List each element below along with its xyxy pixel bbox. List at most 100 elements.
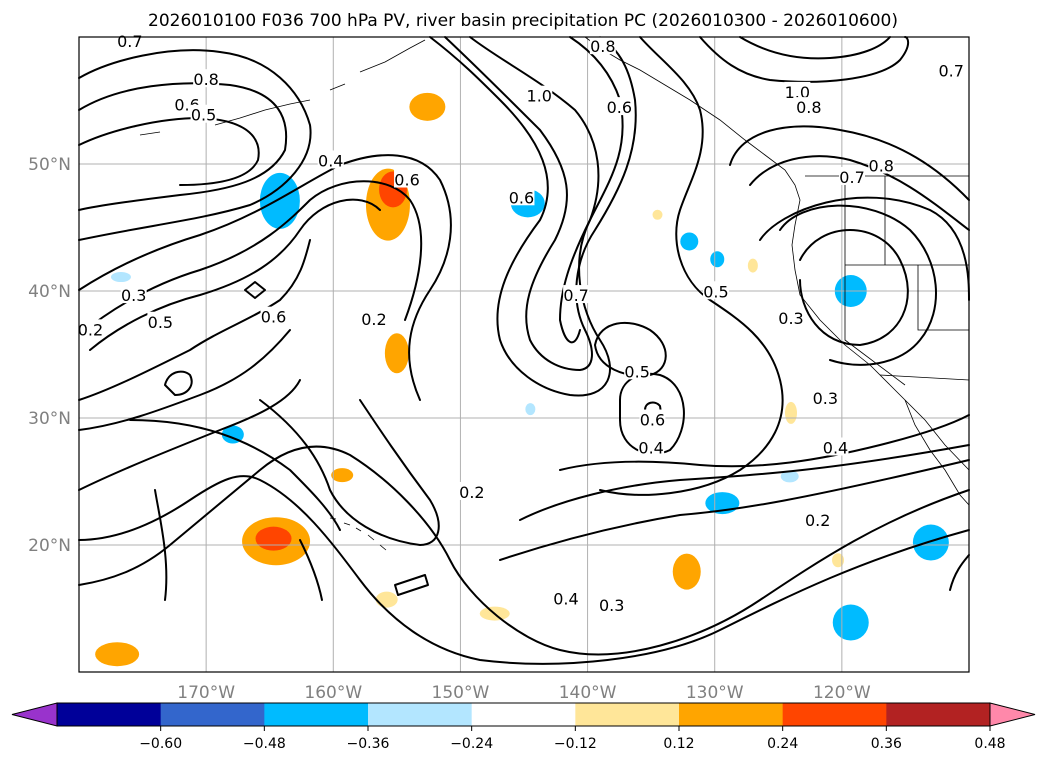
precip-patch (375, 591, 398, 608)
precip-patch (331, 468, 354, 483)
contour-line (78, 117, 260, 186)
contour-line (429, 36, 624, 397)
contour-line (259, 399, 440, 546)
lon-tick-label: 160°W (304, 683, 362, 703)
contour-label-bg (260, 306, 287, 325)
precip-patch (680, 232, 699, 251)
precip-shading (95, 92, 949, 667)
colorbar-segment (57, 703, 162, 726)
contour-label: 0.7 (563, 286, 588, 305)
contour-line (78, 329, 291, 431)
graticule (79, 37, 969, 672)
colorbar-segment (160, 703, 265, 726)
coastline-baja (904, 399, 970, 506)
colorbar-segment (264, 703, 369, 726)
precip-patch (264, 182, 289, 223)
contour-line (299, 539, 323, 601)
precip-patch (780, 470, 799, 483)
contour-label-bg (784, 81, 811, 100)
contour-line (559, 414, 970, 471)
contour-label: 0.7 (839, 168, 864, 187)
precip-patch (672, 553, 701, 590)
contour-label: 0.6 (394, 171, 419, 190)
contour-line (154, 489, 168, 601)
lon-tick-label: 150°W (432, 683, 490, 703)
contour-line (779, 204, 937, 366)
contour-label: 0.5 (624, 362, 649, 381)
colorbar-tick-label: 0.24 (767, 736, 798, 752)
precip-patch (710, 251, 725, 268)
contour-label-bg (702, 281, 729, 300)
contour-label-bg (317, 150, 344, 169)
contour-label: 0.8 (590, 37, 615, 56)
contour-label: 1.0 (527, 87, 552, 106)
contour-line (78, 49, 312, 241)
colorbar-tick-label: −0.36 (347, 736, 390, 752)
lat-tick-label: 50°N (28, 155, 71, 175)
pv-contours (78, 36, 970, 665)
contour-label-bg (778, 307, 804, 326)
axis-tick-labels: 170°W 160°W 150°W 140°W 130°W 120°W 20°N 30°N 40… (28, 155, 871, 703)
precip-patch (409, 92, 446, 121)
contour-line (949, 554, 970, 591)
contour-label-bg (624, 361, 651, 380)
colorbar-segment (782, 703, 887, 726)
contour-label: 0.3 (778, 309, 803, 328)
colorbar-tick-label: 0.48 (974, 736, 1005, 752)
contour-line (519, 444, 970, 521)
colorbar-segment (679, 703, 784, 726)
contour-label-bg (190, 104, 217, 123)
contour-label-bg (812, 387, 839, 406)
contour-line (729, 125, 970, 201)
contour-line (749, 155, 970, 231)
contour-label-bg (638, 437, 665, 456)
colorbar-tick-label: 0.12 (663, 736, 694, 752)
contour-line (599, 36, 784, 496)
contour-line (799, 229, 909, 346)
contour-label-bg (508, 187, 535, 206)
contour-label-bg (598, 594, 625, 613)
contour-label-bg (116, 31, 143, 50)
colorbar-tick-label: 0.36 (871, 736, 902, 752)
colorbar-segment (471, 703, 576, 726)
contour-label: 0.6 (607, 98, 632, 117)
contour-line (244, 281, 266, 299)
contour-label-bg (458, 481, 485, 500)
map-frame (78, 36, 970, 673)
contour-label-bg (795, 97, 822, 116)
colorbar-segment (886, 703, 991, 726)
contour-label: 0.8 (193, 70, 218, 89)
contour-label-bg (193, 69, 220, 88)
contour-line (759, 196, 970, 301)
contour-line (78, 154, 452, 401)
contour-label-bg (552, 588, 579, 607)
contour-line (499, 459, 970, 561)
contour-label: 0.5 (191, 106, 216, 125)
contour-label-bg (839, 166, 866, 185)
precip-patch (221, 425, 244, 444)
contour-line (89, 198, 381, 351)
contour-label: 0.6 (261, 308, 286, 327)
contour-label: 0.3 (813, 389, 838, 408)
contour-label-bg (639, 409, 666, 428)
precip-patch (912, 524, 949, 561)
contour-line (78, 239, 311, 401)
contour-label: 0.8 (869, 157, 894, 176)
contour-label-bg (526, 85, 553, 104)
colorbar-tick-label: −0.60 (139, 736, 182, 752)
contour-label: 0.2 (78, 320, 103, 339)
contour-label-bg (606, 97, 633, 116)
contour-line (78, 475, 970, 665)
contour-line (78, 82, 288, 211)
map-background (79, 37, 969, 672)
contour-label: 0.4 (823, 438, 848, 457)
lon-tick-label: 120°W (813, 683, 871, 703)
precip-patch (525, 403, 536, 416)
precip-patch (832, 604, 869, 641)
border-us-mexico (879, 374, 970, 381)
precip-patch (384, 333, 409, 374)
contour-label: 0.4 (318, 151, 343, 170)
precip-patch (652, 209, 663, 220)
contour-line (469, 36, 600, 344)
